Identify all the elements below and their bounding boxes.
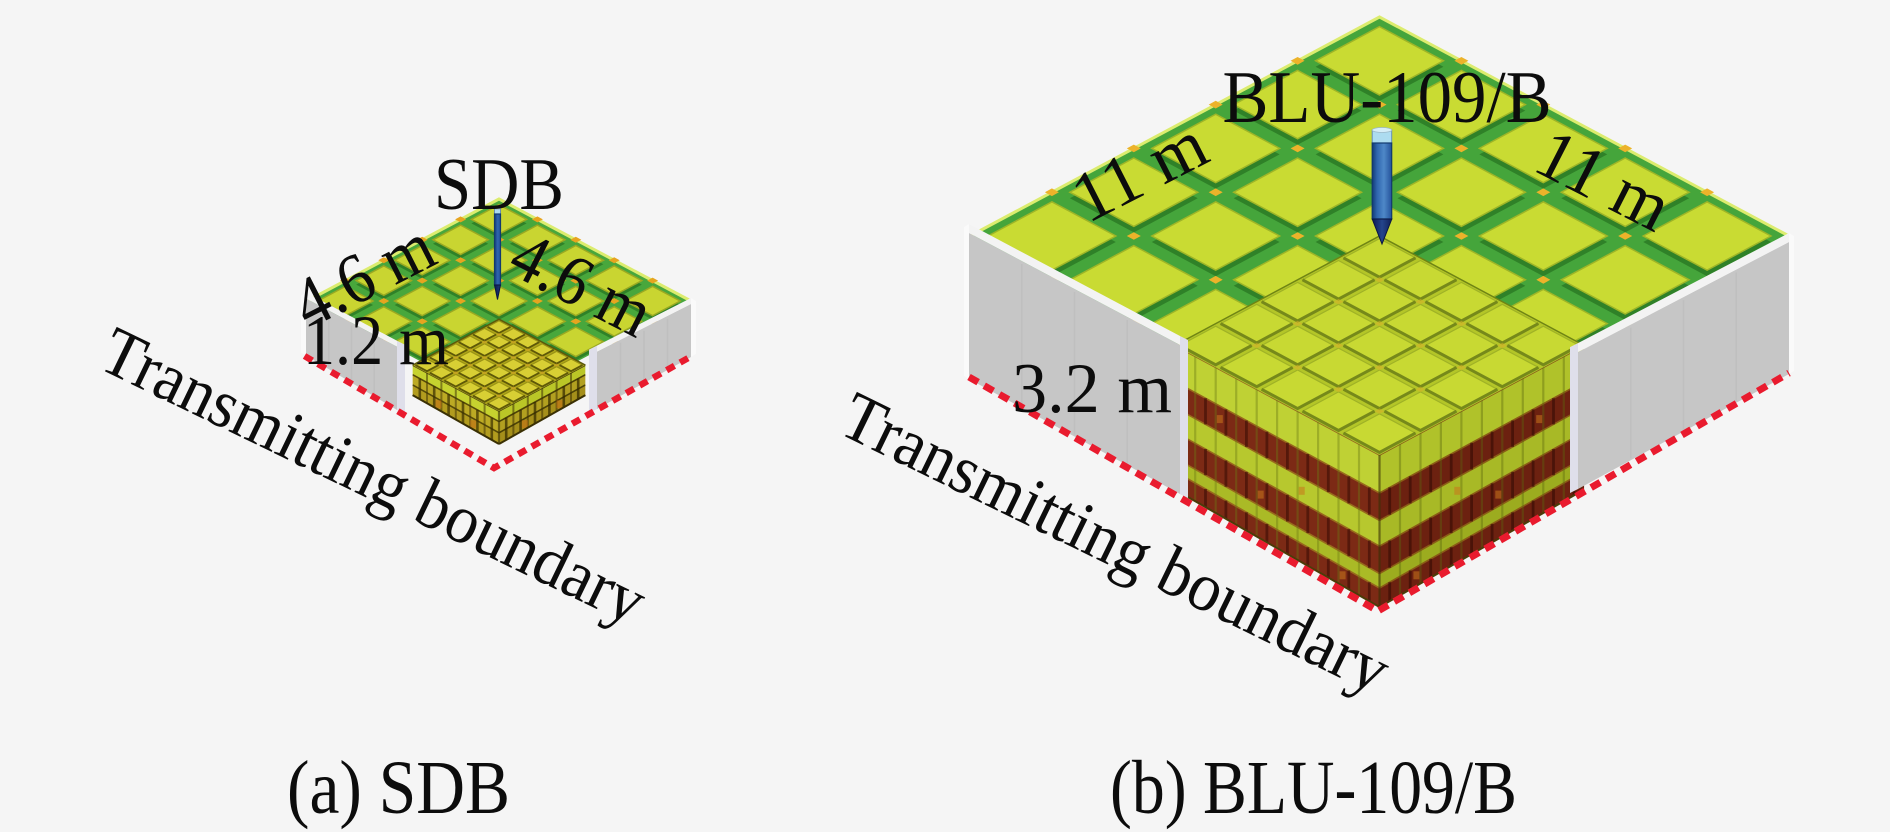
svg-text:1.2 m: 1.2 m <box>303 302 449 380</box>
svg-text:(b) BLU-109/B: (b) BLU-109/B <box>1110 746 1517 830</box>
svg-text:SDB: SDB <box>434 144 564 226</box>
svg-text:3.2 m: 3.2 m <box>1012 350 1172 428</box>
svg-text:(a) SDB: (a) SDB <box>287 746 510 830</box>
svg-text:BLU-109/B: BLU-109/B <box>1223 57 1552 139</box>
